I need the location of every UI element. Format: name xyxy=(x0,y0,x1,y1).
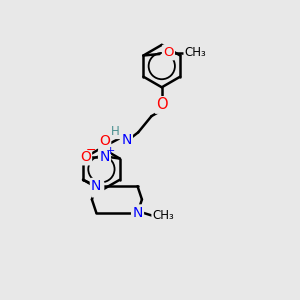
Text: N: N xyxy=(99,150,110,164)
Text: N: N xyxy=(91,179,101,193)
Text: N: N xyxy=(93,182,103,196)
Text: CH₃: CH₃ xyxy=(153,209,174,222)
Text: O: O xyxy=(156,98,168,112)
Text: +: + xyxy=(106,146,115,156)
Text: O: O xyxy=(163,46,174,59)
Text: −: − xyxy=(86,144,97,157)
Text: O: O xyxy=(80,150,91,164)
Text: N: N xyxy=(121,133,132,147)
Text: H: H xyxy=(111,125,120,138)
Text: N: N xyxy=(132,206,143,220)
Text: CH₃: CH₃ xyxy=(185,46,206,59)
Text: O: O xyxy=(99,134,110,148)
